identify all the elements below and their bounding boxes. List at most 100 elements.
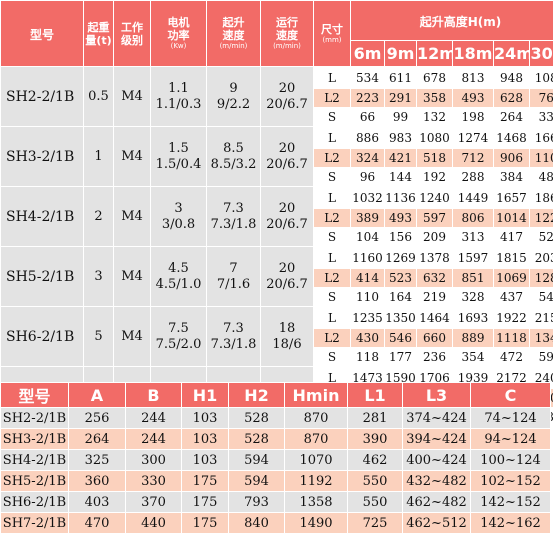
spec-row: L243054666088911181347: [1, 328, 553, 348]
height-value: 632: [416, 268, 453, 288]
height-value: 1662: [528, 126, 553, 149]
height-value: 590: [528, 347, 553, 367]
header-height-30m: 30m: [528, 40, 553, 67]
travel-speed-range: 18/6: [272, 336, 302, 352]
dim-value: 1358: [284, 491, 348, 513]
model-name: SH2-2/1B: [0, 66, 84, 127]
spec-row: SH3-2/1B 1 M4 1.5 1.5/0.4 8.5 8.5/3.2 20 20/6.7 L…: [0, 126, 553, 187]
dim-value: 100~124: [470, 449, 551, 471]
height-value: 99: [384, 107, 417, 127]
dim-value: 403: [68, 491, 126, 513]
power-cell: 3 3/0.8: [150, 186, 207, 247]
height-value: 493: [384, 208, 417, 228]
height-value: 889: [452, 328, 494, 348]
lift-speed-range: 7.3/1.8: [210, 216, 257, 232]
height-value: 472: [493, 347, 530, 367]
height-value: 156: [384, 227, 417, 247]
height-value: 144: [384, 167, 417, 187]
height-value: 546: [528, 287, 553, 307]
height-value: 851: [452, 268, 494, 288]
dim-header: L3: [402, 382, 471, 408]
travel-speed-value: 20: [278, 260, 296, 276]
header-lift-speed: 起升 速度 (m/min): [206, 0, 261, 67]
height-value: 712: [452, 148, 494, 168]
height-value: 177: [384, 347, 417, 367]
spec-row: SH4-2/1B 2 M4 3 3/0.8 7.3 7.3/1.8 20 20/6.7 L 1032…: [0, 186, 553, 247]
height-value: 1922: [493, 306, 530, 329]
power-range: 1.1/0.3: [155, 96, 202, 112]
power-cell: 1.5 1.5/0.4: [150, 126, 207, 187]
height-value: 417: [493, 227, 530, 247]
height-value: 1118: [493, 328, 530, 348]
height-value: 546: [384, 328, 417, 348]
spec-row: L2223291358493628763: [1, 88, 553, 108]
height-value: 1240: [416, 186, 453, 209]
power-range: 1.5/0.4: [155, 156, 202, 172]
dim-value: 244: [125, 407, 182, 429]
size-label: L: [313, 126, 351, 149]
height-value: 264: [493, 107, 530, 127]
power-range: 7.5/2.0: [155, 336, 202, 352]
height-value: 110: [350, 287, 385, 307]
dim-model-name: SH5-2/1B: [0, 470, 69, 492]
dim-row: SH4-2/1B 325 300 103 594 1070 462 400~424 100~12…: [0, 449, 551, 471]
power-value: 1.1: [168, 80, 189, 96]
height-value: 430: [350, 328, 385, 348]
dim-value: 400~424: [402, 449, 471, 471]
dim-value: 94~124: [470, 428, 551, 450]
height-value: 354: [452, 347, 494, 367]
dim-header: Hmin: [284, 382, 348, 408]
height-value: 198: [452, 107, 494, 127]
height-value: 906: [493, 148, 530, 168]
height-value: 414: [350, 268, 385, 288]
height-value: 1083: [528, 66, 553, 89]
power-value: 4.5: [168, 260, 189, 276]
dim-header: H1: [181, 382, 229, 408]
dim-value: 462~482: [402, 491, 471, 513]
height-value: 480: [528, 167, 553, 187]
height-value: 1866: [528, 186, 553, 209]
height-value: 389: [350, 208, 385, 228]
spec-row: L241452363285110691287: [1, 268, 553, 288]
spec-row: S96144192288384480: [1, 167, 553, 187]
capacity-value: 1: [83, 126, 114, 187]
height-value: 118: [350, 347, 385, 367]
height-value: 523: [384, 268, 417, 288]
height-value: 1693: [452, 306, 494, 329]
travel-speed-cell: 20 20/6.7: [260, 246, 314, 307]
dim-value: 840: [228, 512, 285, 534]
dim-value: 244: [125, 428, 182, 450]
dim-value: 793: [228, 491, 285, 513]
travel-speed-range: 20/6.7: [266, 96, 308, 112]
spec-row: S6699132198264330: [1, 107, 553, 127]
height-value: 1350: [384, 306, 417, 329]
travel-speed-cell: 20 20/6.7: [260, 66, 314, 127]
dim-value: 175: [181, 470, 229, 492]
spec-row: S110164219328437546: [1, 287, 553, 307]
duty-class: M4: [113, 186, 151, 247]
lift-speed-cell: 7 7/1.6: [206, 246, 261, 307]
dim-value: 142~162: [470, 512, 551, 534]
height-value: 1468: [493, 126, 530, 149]
duty-class: M4: [113, 306, 151, 367]
height-value: 358: [416, 88, 453, 108]
height-value: 1136: [384, 186, 417, 209]
height-value: 223: [350, 88, 385, 108]
header-capacity: 起重 量(t): [83, 0, 114, 67]
dim-value: 300: [125, 449, 182, 471]
dim-value: 550: [347, 470, 403, 492]
travel-speed-value: 20: [278, 80, 296, 96]
height-value: 330: [528, 107, 553, 127]
height-value: 384: [493, 167, 530, 187]
dim-value: 470: [68, 512, 126, 534]
dim-value: 594: [228, 449, 285, 471]
lift-speed-cell: 7.3 7.3/1.8: [206, 306, 261, 367]
size-label: S: [313, 347, 351, 367]
power-range: 4.5/1.0: [155, 276, 202, 292]
travel-speed-range: 20/6.7: [266, 156, 308, 172]
dim-value: 330: [125, 470, 182, 492]
dim-value: 325: [68, 449, 126, 471]
dim-value: 462~512: [402, 512, 471, 534]
